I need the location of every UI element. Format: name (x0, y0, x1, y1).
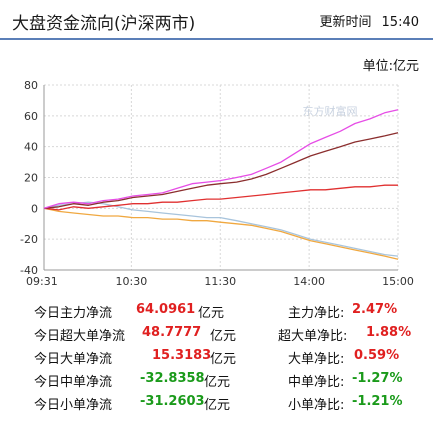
stat-row-small: 今日小单净流 -31.2603 亿元 小单净比: -1.21% (0, 394, 433, 416)
series-line-3 (43, 207, 399, 260)
stat-value: -31.2603 (140, 394, 205, 409)
stat-label: 今日中单净流 (34, 375, 113, 390)
series-line-1 (43, 132, 399, 209)
ratio-value: -1.27% (352, 371, 403, 386)
stat-unit: 亿元 (204, 398, 231, 413)
ratio-label: 中单净比: (288, 375, 345, 390)
ratio-label: 主力净比: (288, 306, 345, 321)
y-tick-label: 80 (24, 79, 38, 92)
stat-value: 64.0961 (136, 302, 196, 317)
x-tick-label: 10:30 (116, 275, 148, 288)
stat-unit: 亿元 (198, 306, 225, 321)
y-tick-label: 40 (24, 141, 38, 154)
unit-label: 单位:亿元 (362, 59, 419, 74)
stat-value: -32.8358 (140, 371, 205, 386)
y-tick-label: 0 (31, 202, 38, 215)
y-tick-label: -20 (20, 233, 38, 246)
stat-value: 48.7777 (142, 325, 202, 340)
x-tick-label: 09:31 (26, 275, 58, 288)
update-time-value: 15:40 (381, 15, 419, 30)
stat-unit: 亿元 (210, 352, 237, 367)
stat-row-main: 今日主力净流 64.0961 亿元 主力净比: 2.47% (0, 302, 433, 324)
series-line-2 (43, 184, 398, 211)
stat-row-medium: 今日中单净流 -32.8358 亿元 中单净比: -1.27% (0, 371, 433, 393)
ratio-label: 大单净比: (288, 352, 345, 367)
stat-label: 今日大单净流 (34, 352, 113, 367)
header-bar: 大盘资金流向(沪深两市) 更新时间 15:40 (0, 0, 433, 40)
update-time: 更新时间 15:40 (320, 11, 419, 30)
stat-value: 15.3183 (152, 348, 212, 363)
ratio-value: 2.47% (352, 302, 398, 317)
series-line-4 (43, 201, 399, 257)
stat-label: 今日小单净流 (34, 398, 113, 413)
ratio-value: 1.88% (366, 325, 412, 340)
update-time-label: 更新时间 (319, 15, 372, 30)
stat-unit: 亿元 (204, 375, 231, 390)
stat-unit: 亿元 (210, 329, 237, 344)
series-line-0 (43, 109, 399, 209)
fund-flow-chart: 东方财富网 -40 -20 0 20 40 60 80 09:31 10:30 11:30 14:00… (20, 79, 414, 288)
ratio-value: 0.59% (354, 348, 400, 363)
stat-label: 今日主力净流 (34, 306, 113, 321)
x-tick-label: 15:00 (382, 275, 414, 288)
watermark-text: 东方财富网 (303, 104, 358, 118)
x-tick-label: 14:00 (293, 275, 325, 288)
y-tick-label: -40 (20, 264, 38, 277)
y-tick-label: 60 (24, 110, 38, 123)
stat-row-super-large: 今日超大单净流 48.7777 亿元 超大单净比: 1.88% (0, 325, 433, 347)
stat-label: 今日超大单净流 (34, 329, 126, 344)
ratio-label: 小单净比: (288, 398, 345, 413)
ratio-label: 超大单净比: (278, 329, 348, 344)
stat-row-large: 今日大单净流 15.3183 亿元 大单净比: 0.59% (0, 348, 433, 370)
x-tick-label: 11:30 (204, 275, 236, 288)
y-tick-label: 20 (24, 172, 38, 185)
page-title: 大盘资金流向(沪深两市) (12, 14, 196, 34)
ratio-value: -1.21% (352, 394, 403, 409)
